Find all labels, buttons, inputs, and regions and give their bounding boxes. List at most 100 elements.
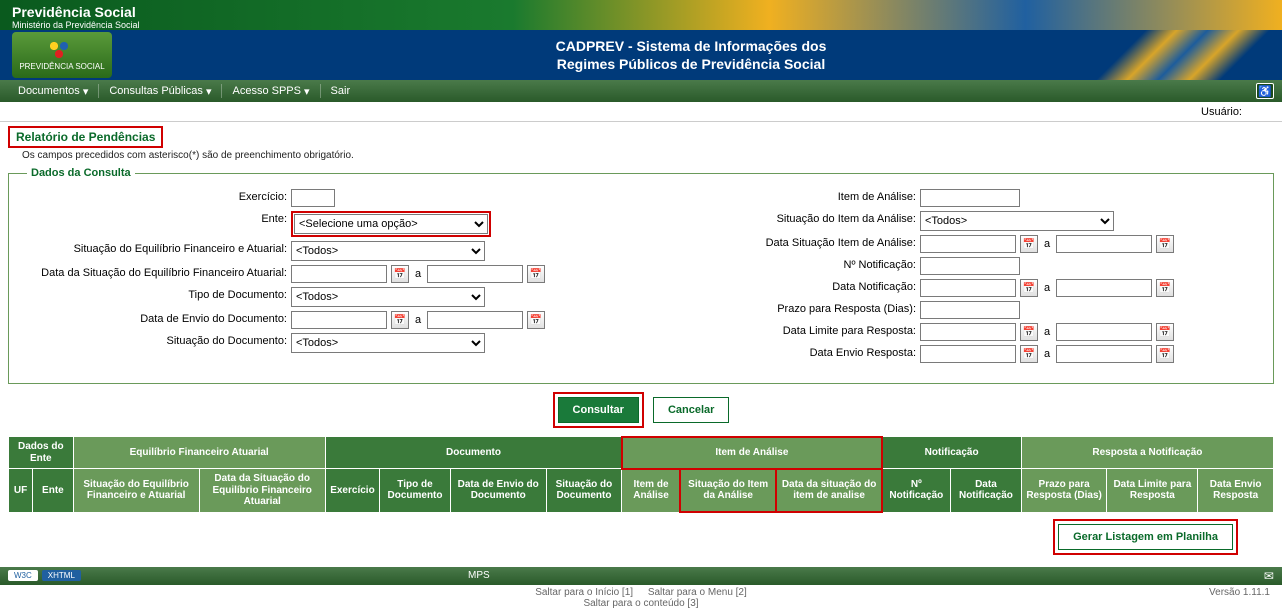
ente-select[interactable]: <Selecione uma opção> [294,214,488,234]
label-n-notif: Nº Notificação: [656,257,916,271]
label-tipo-doc: Tipo de Documento: [27,287,287,301]
data-notif-from[interactable] [920,279,1016,297]
label-prazo: Prazo para Resposta (Dias): [656,301,916,315]
label-exercicio: Exercício: [27,189,287,203]
th-group-item: Item de Análise [622,437,882,469]
accessibility-icon[interactable]: ♿ [1256,83,1274,99]
required-hint: Os campos precedidos com asterisco(*) sã… [0,148,1282,167]
user-label: Usuário: [1201,106,1242,118]
sit-doc-select[interactable]: <Todos> [291,333,485,353]
th-group-ente: Dados do Ente [9,437,74,469]
th-item: Item de Análise [622,469,681,513]
th-exercicio: Exercício [325,469,379,513]
calendar-icon[interactable]: 📅 [1020,345,1038,363]
logo-icon [48,40,76,62]
skip-conteudo[interactable]: Saltar para o conteúdo [3] [583,598,698,609]
th-sit-eq: Situação do Equilíbrio Financeiro e Atua… [73,469,199,513]
th-data-sit-eq: Data da Situação do Equilíbrio Financeir… [199,469,325,513]
logo: PREVIDÊNCIA SOCIAL [12,32,112,78]
th-data-envio-doc: Data de Envio do Documento [450,469,546,513]
menubar: Documentos ▾ Consultas Públicas ▾ Acesso… [0,80,1282,102]
consulta-fieldset: Dados da Consulta Exercício: Ente: <Sele… [8,167,1274,384]
exercicio-input[interactable] [291,189,335,207]
bottom-actions: Gerar Listagem em Planilha [8,513,1274,561]
th-group-eq: Equilíbrio Financeiro Atuarial [73,437,325,469]
data-envio-resp-from[interactable] [920,345,1016,363]
label-sit-item: Situação do Item da Análise: [656,211,916,225]
gerar-planilha-button[interactable]: Gerar Listagem em Planilha [1058,524,1233,550]
data-sit-item-from[interactable] [920,235,1016,253]
w3c-badge: W3C [8,570,38,581]
cancelar-button[interactable]: Cancelar [653,397,729,423]
th-ente: Ente [33,469,73,513]
calendar-icon[interactable]: 📅 [527,265,545,283]
tipo-doc-select[interactable]: <Todos> [291,287,485,307]
logo-label: PREVIDÊNCIA SOCIAL [19,62,104,71]
th-n-notif: Nº Notificação [882,469,951,513]
th-data-envio-resp: Data Envio Resposta [1198,469,1274,513]
calendar-icon[interactable]: 📅 [527,311,545,329]
th-group-notif: Notificação [882,437,1021,469]
consultar-button[interactable]: Consultar [558,397,639,423]
calendar-icon[interactable]: 📅 [1020,279,1038,297]
data-notif-to[interactable] [1056,279,1152,297]
user-bar: Usuário: [0,102,1282,122]
calendar-icon[interactable]: 📅 [1020,235,1038,253]
label-data-envio-doc: Data de Envio do Documento: [27,311,287,325]
th-group-doc: Documento [325,437,622,469]
sit-eq-select[interactable]: <Todos> [291,241,485,261]
label-data-sit-eq: Data da Situação do Equilíbrio Financeir… [27,265,287,279]
th-uf: UF [9,469,33,513]
menu-acesso-spps[interactable]: Acesso SPPS ▾ [222,80,319,102]
menu-sair[interactable]: Sair [321,80,361,102]
calendar-icon[interactable]: 📅 [391,265,409,283]
action-row: Consultar Cancelar [8,392,1274,428]
brand-ministry: Ministério da Previdência Social [12,20,1270,30]
brand-banner: Previdência Social Ministério da Previdê… [0,0,1282,30]
results-grid: Dados do Ente Equilíbrio Financeiro Atua… [8,436,1274,513]
menu-consultas-publicas[interactable]: Consultas Públicas ▾ [99,80,221,102]
data-envio-doc-from[interactable] [291,311,387,329]
th-data-sit-item: Data da situação do item de analise [776,469,882,513]
n-notif-input[interactable] [920,257,1020,275]
data-sit-eq-to[interactable] [427,265,523,283]
calendar-icon[interactable]: 📅 [1156,235,1174,253]
data-limite-from[interactable] [920,323,1016,341]
label-data-notif: Data Notificação: [656,279,916,293]
th-data-limite: Data Limite para Resposta [1107,469,1198,513]
data-envio-doc-to[interactable] [427,311,523,329]
skip-menu[interactable]: Saltar para o Menu [2] [648,587,747,598]
header-decoration [1022,30,1282,80]
version-label: Versão 1.11.1 [1209,587,1270,598]
th-group-resp: Resposta a Notificação [1021,437,1273,469]
app-header: PREVIDÊNCIA SOCIAL CADPREV - Sistema de … [0,30,1282,80]
calendar-icon[interactable]: 📅 [1156,345,1174,363]
skip-links: Saltar para o Início [1] Saltar para o M… [0,585,1282,611]
footer-mps: MPS [468,570,490,581]
th-tipo-doc: Tipo de Documento [380,469,451,513]
th-sit-item: Situação do Item da Análise [680,469,776,513]
data-sit-eq-from[interactable] [291,265,387,283]
fieldset-legend: Dados da Consulta [27,167,135,179]
calendar-icon[interactable]: 📅 [1156,279,1174,297]
prazo-input[interactable] [920,301,1020,319]
label-item-analise: Item de Análise: [656,189,916,203]
data-limite-to[interactable] [1056,323,1152,341]
data-envio-resp-to[interactable] [1056,345,1152,363]
th-prazo: Prazo para Resposta (Dias) [1021,469,1107,513]
skip-inicio[interactable]: Saltar para o Início [1] [535,587,633,598]
brand-name: Previdência Social [12,4,1270,20]
th-data-notif: Data Notificação [951,469,1022,513]
data-sit-item-to[interactable] [1056,235,1152,253]
item-analise-input[interactable] [920,189,1020,207]
calendar-icon[interactable]: 📅 [1020,323,1038,341]
label-sit-doc: Situação do Documento: [27,333,287,347]
label-data-limite: Data Limite para Resposta: [656,323,916,337]
label-data-envio-resp: Data Envio Resposta: [656,345,916,359]
sit-item-select[interactable]: <Todos> [920,211,1114,231]
xhtml-badge: XHTML [42,570,81,581]
calendar-icon[interactable]: 📅 [391,311,409,329]
calendar-icon[interactable]: 📅 [1156,323,1174,341]
mail-icon[interactable]: ✉ [1264,569,1274,583]
menu-documentos[interactable]: Documentos ▾ [8,80,98,102]
